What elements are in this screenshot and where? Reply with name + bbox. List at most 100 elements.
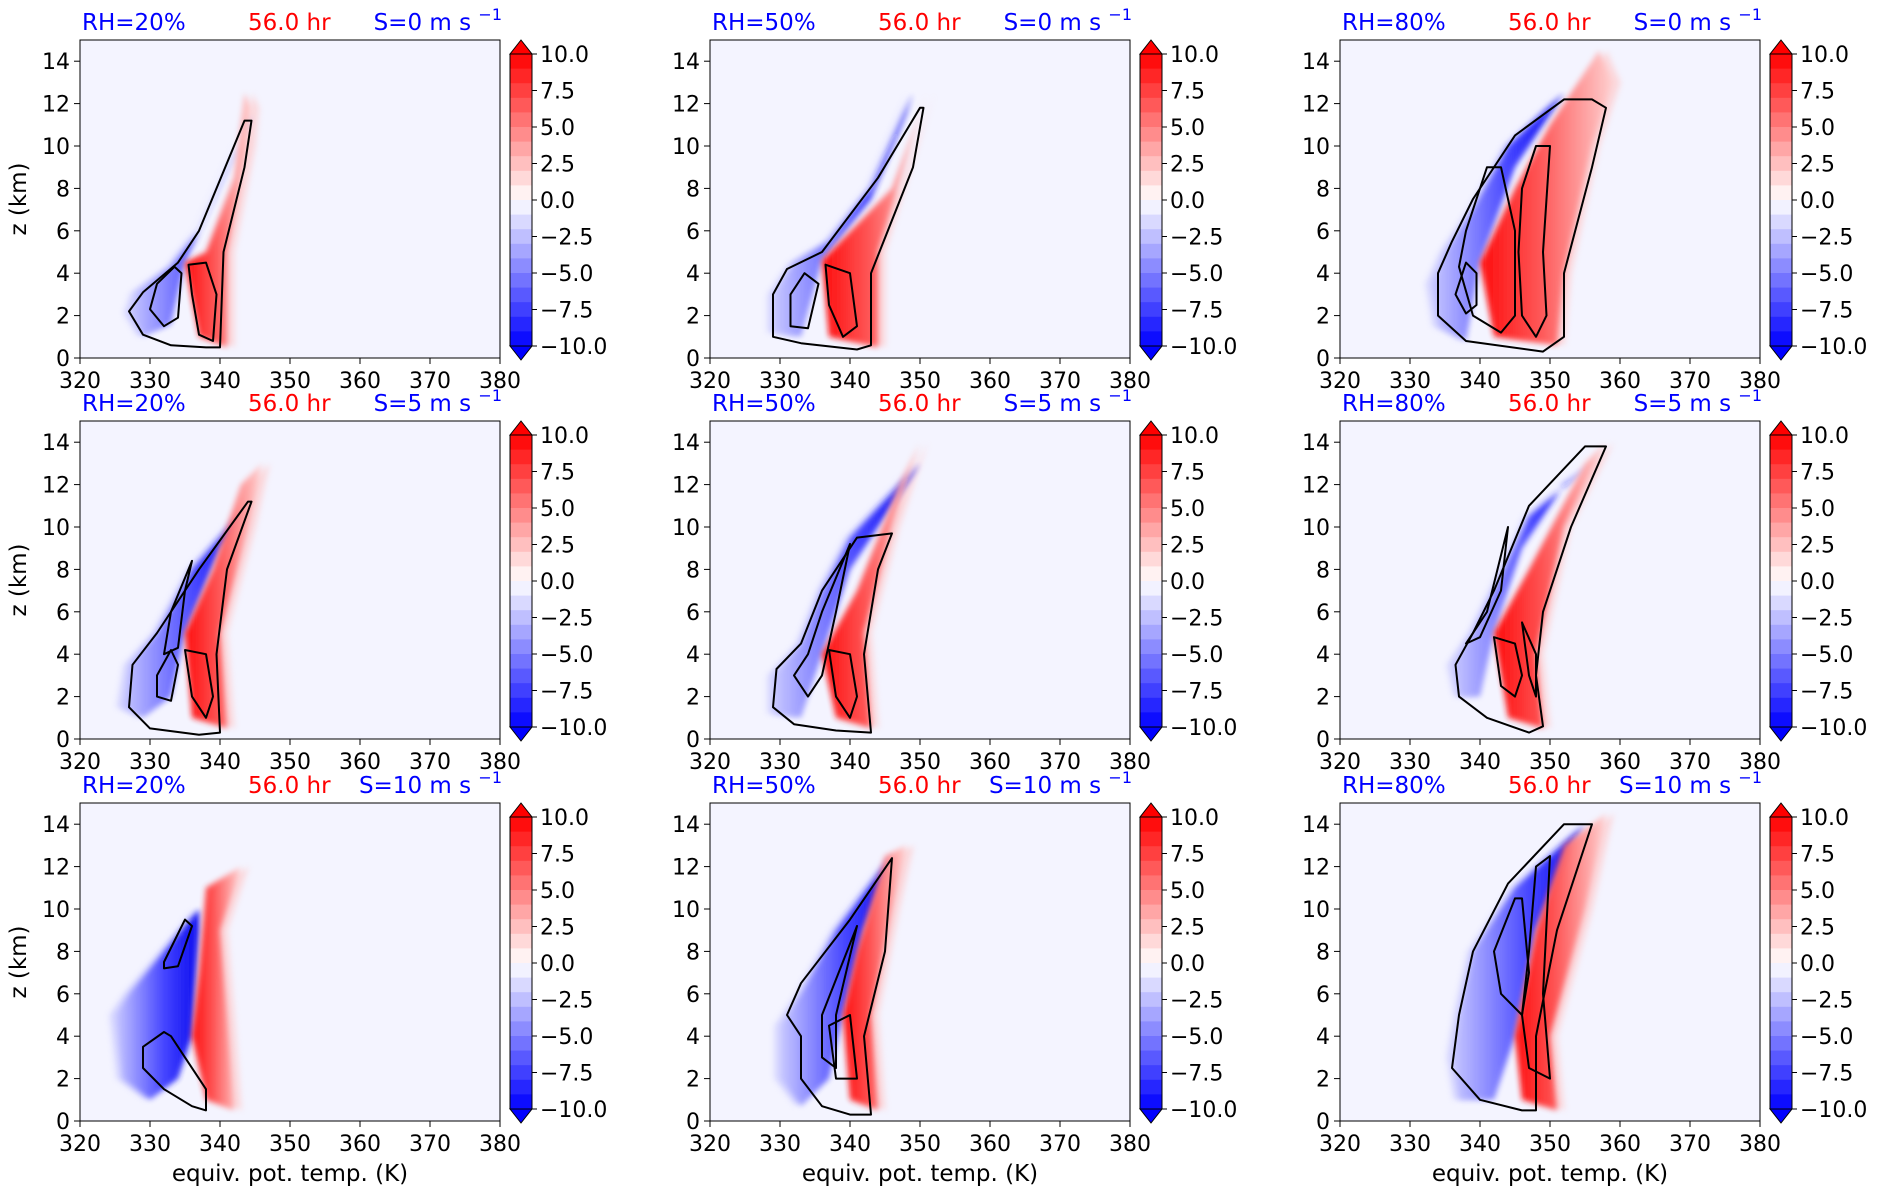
colorbar-tick-label: 0.0 (540, 189, 575, 214)
colorbar-extend-bottom (508, 345, 534, 361)
x-tick-label: 360 (1599, 1132, 1641, 1157)
colorbar-level (1770, 977, 1792, 993)
x-tick-label: 380 (479, 369, 521, 394)
y-tick-label: 4 (1316, 1025, 1330, 1050)
colorbar-level (1140, 316, 1162, 332)
y-tick-label: 4 (56, 1025, 70, 1050)
colorbar-level (1770, 948, 1792, 964)
colorbar-level (1770, 1021, 1792, 1037)
shear-label: S=5 m s −1 (1004, 386, 1132, 417)
colorbar-level (510, 948, 532, 964)
colorbar-tick-label: 0.0 (1170, 952, 1205, 977)
colorbar-tick-label: −5.0 (540, 643, 593, 668)
x-tick-label: 330 (1389, 1132, 1431, 1157)
colorbar-level (1140, 817, 1162, 833)
contour-line (128, 500, 253, 736)
colorbar-extend-top (1138, 802, 1164, 818)
y-tick-label: 2 (686, 1068, 700, 1093)
colorbar-tick-label: −10.0 (1800, 716, 1867, 741)
contour-line (1465, 526, 1509, 645)
colorbar-tick-label: 2.5 (540, 916, 575, 941)
colorbar-level (510, 229, 532, 245)
colorbar-tick-label: 0.0 (1800, 189, 1835, 214)
x-tick-label: 360 (339, 369, 381, 394)
panel: 320 330 340 350 360 370 380 0 2 4 6 8 10 12 14 RH=80% 56… (1302, 386, 1867, 775)
x-tick-label: 340 (829, 369, 871, 394)
anomaly-field (123, 93, 260, 349)
colorbar-level (1140, 68, 1162, 84)
shear-label: S=0 m s −1 (374, 5, 502, 36)
colorbar-level (510, 639, 532, 655)
colorbar-extend-top (1138, 39, 1164, 55)
y-tick-label: 14 (1302, 431, 1330, 456)
contour-line (142, 1031, 207, 1112)
colorbar-extend-top (1768, 802, 1794, 818)
y-tick-label: 12 (1302, 474, 1330, 499)
colorbar-tick-label: −2.5 (1800, 226, 1853, 251)
x-tick-label: 350 (269, 1132, 311, 1157)
x-tick-label: 320 (1319, 369, 1361, 394)
y-tick-label: 2 (56, 1068, 70, 1093)
colorbar-level (1770, 508, 1792, 524)
x-tick-label: 340 (1459, 750, 1501, 775)
colorbar-tick-label: −10.0 (540, 1098, 607, 1123)
colorbar-level (510, 581, 532, 597)
colorbar-tick-label: −7.5 (1800, 1062, 1853, 1087)
y-tick-label: 6 (1316, 220, 1330, 245)
colorbar-level (510, 200, 532, 216)
y-tick-label: 4 (1316, 262, 1330, 287)
x-tick-label: 370 (409, 750, 451, 775)
contour-line (1451, 823, 1593, 1112)
y-tick-label: 4 (56, 643, 70, 668)
colorbar-level (510, 595, 532, 611)
panel: 320 330 340 350 360 370 380 0 2 4 6 8 10 12 14 RH=80% 56… (1302, 5, 1867, 394)
colorbar-extend-bottom (1138, 345, 1164, 361)
colorbar-level (1140, 273, 1162, 289)
colorbar-level (1770, 97, 1792, 113)
colorbar-level (1770, 83, 1792, 99)
colorbar-level (510, 919, 532, 935)
y-tick-label: 14 (672, 431, 700, 456)
y-tick-label: 14 (672, 50, 700, 75)
colorbar-level (510, 860, 532, 876)
colorbar-level (1140, 258, 1162, 274)
colorbar-level (1770, 316, 1792, 332)
colorbar-level (1140, 977, 1162, 993)
colorbar-level (510, 331, 532, 347)
contour-line (187, 261, 218, 342)
y-tick-label: 0 (56, 347, 70, 372)
panel: 320 330 340 350 360 370 380 0 2 4 6 8 10 12 14 RH=20% 56… (6, 768, 607, 1187)
colorbar-tick-label: 10.0 (1800, 424, 1849, 449)
colorbar-level (1140, 933, 1162, 949)
y-tick-label: 12 (42, 93, 70, 118)
colorbar-tick-label: −2.5 (1170, 607, 1223, 632)
y-axis-label: z (km) (6, 543, 32, 616)
x-tick-label: 320 (689, 1132, 731, 1157)
colorbar-level (510, 478, 532, 494)
positive-region (1515, 813, 1606, 1111)
colorbar-level (510, 464, 532, 480)
y-tick-label: 6 (686, 601, 700, 626)
colorbar-level (510, 963, 532, 979)
colorbar-level (1140, 537, 1162, 553)
colorbar-level (1770, 712, 1792, 728)
colorbar-level (1140, 141, 1162, 157)
colorbar-level (510, 97, 532, 113)
colorbar-level (510, 890, 532, 906)
colorbar-level (510, 141, 532, 157)
y-tick-label: 0 (1316, 1110, 1330, 1135)
shear-label: S=5 m s −1 (374, 386, 502, 417)
colorbar-level (1770, 302, 1792, 318)
colorbar-level (1770, 170, 1792, 186)
y-tick-label: 2 (1316, 686, 1330, 711)
colorbar-level (1770, 566, 1792, 582)
colorbar-level (1140, 1079, 1162, 1095)
x-tick-label: 360 (339, 750, 381, 775)
colorbar-level (1140, 185, 1162, 201)
colorbar: 10.0 7.5 5.0 2.5 0.0 −2.5 −5.0 −7.5 −10.0 (1768, 39, 1867, 361)
colorbar-level (1770, 1006, 1792, 1022)
colorbar-level (1140, 287, 1162, 303)
anomaly-field (1425, 50, 1621, 353)
x-axis-label: equiv. pot. temp. (K) (802, 1161, 1038, 1187)
colorbar-level (510, 170, 532, 186)
